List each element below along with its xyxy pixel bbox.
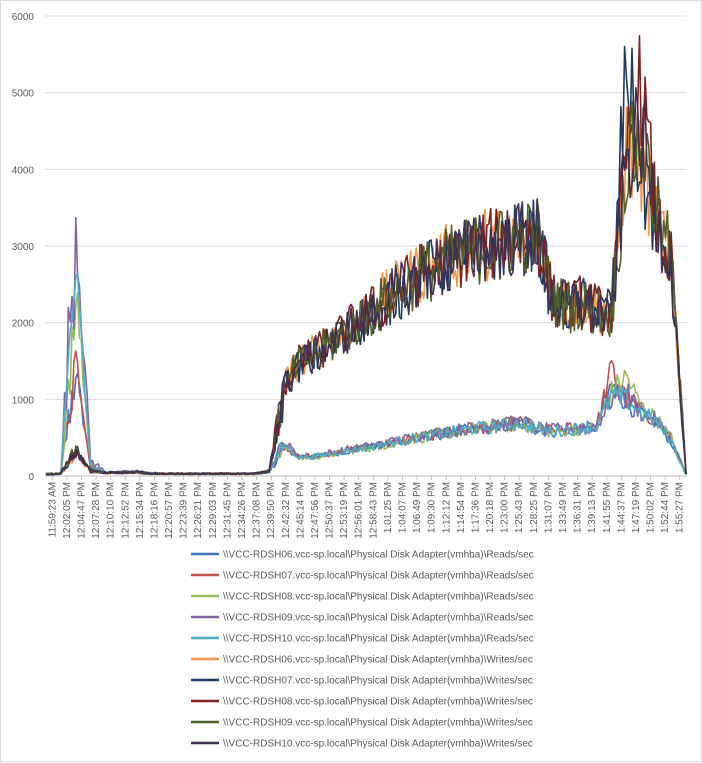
x-tick-label: 12:50:37 PM bbox=[325, 482, 336, 539]
x-tick-label: 12:23:39 PM bbox=[179, 482, 190, 539]
x-tick-label: 12:04:47 PM bbox=[76, 482, 87, 539]
series-line bbox=[45, 86, 687, 476]
x-tick-label: 12:26:21 PM bbox=[193, 482, 204, 539]
x-tick-label: 12:34:26 PM bbox=[237, 482, 248, 539]
x-tick-label: 12:37:08 PM bbox=[252, 482, 263, 539]
legend-label: \\VCC-RDSH07.vcc-sp.local\Physical Disk … bbox=[223, 676, 533, 687]
legend-label: \\VCC-RDSH10.vcc-sp.local\Physical Disk … bbox=[223, 739, 533, 750]
x-tick-label: 1:04:07 PM bbox=[397, 482, 408, 533]
legend-label: \\VCC-RDSH09.vcc-sp.local\Physical Disk … bbox=[223, 718, 533, 729]
y-tick-label: 4000 bbox=[12, 165, 35, 176]
x-tick-label: 1:36:31 PM bbox=[573, 482, 584, 533]
x-tick-label: 1:44:37 PM bbox=[616, 482, 627, 533]
x-tick-label: 1:52:44 PM bbox=[660, 482, 671, 533]
y-tick-label: 3000 bbox=[12, 242, 35, 253]
series-line bbox=[45, 372, 687, 476]
legend-label: \\VCC-RDSH08.vcc-sp.local\Physical Disk … bbox=[223, 697, 533, 708]
y-tick-label: 5000 bbox=[12, 89, 35, 100]
legend-label: \\VCC-RDSH06.vcc-sp.local\Physical Disk … bbox=[223, 550, 534, 561]
y-tick-label: 0 bbox=[28, 472, 34, 483]
x-tick-label: 12:20:57 PM bbox=[164, 482, 175, 539]
x-tick-label: 1:06:49 PM bbox=[412, 482, 423, 533]
x-tick-label: 1:41:55 PM bbox=[602, 482, 613, 533]
x-tick-label: 12:39:50 PM bbox=[266, 482, 277, 539]
y-tick-label: 1000 bbox=[12, 395, 35, 406]
x-tick-label: 1:50:02 PM bbox=[646, 482, 657, 533]
series-line bbox=[45, 350, 687, 476]
x-tick-label: 1:09:30 PM bbox=[427, 482, 438, 533]
x-tick-label: 1:17:36 PM bbox=[470, 482, 481, 533]
series-line bbox=[45, 45, 687, 476]
legend-label: \\VCC-RDSH09.vcc-sp.local\Physical Disk … bbox=[223, 613, 534, 624]
series-line bbox=[45, 216, 687, 476]
x-tick-label: 1:01:25 PM bbox=[383, 482, 394, 533]
legend-label: \\VCC-RDSH07.vcc-sp.local\Physical Disk … bbox=[223, 571, 534, 582]
x-tick-label: 12:02:05 PM bbox=[62, 482, 73, 539]
x-tick-label: 12:31:45 PM bbox=[222, 482, 233, 539]
legend-label: \\VCC-RDSH08.vcc-sp.local\Physical Disk … bbox=[223, 592, 534, 603]
legend-label: \\VCC-RDSH10.vcc-sp.local\Physical Disk … bbox=[223, 634, 534, 645]
legend-label: \\VCC-RDSH06.vcc-sp.local\Physical Disk … bbox=[223, 655, 533, 666]
x-tick-label: 1:23:00 PM bbox=[500, 482, 511, 533]
x-tick-label: 12:29:03 PM bbox=[208, 482, 219, 539]
x-tick-label: 12:15:34 PM bbox=[135, 482, 146, 539]
x-tick-label: 1:20:18 PM bbox=[485, 482, 496, 533]
x-tick-label: 1:12:12 PM bbox=[441, 482, 452, 533]
y-tick-label: 2000 bbox=[12, 319, 35, 330]
x-tick-label: 1:14:54 PM bbox=[456, 482, 467, 533]
x-tick-label: 12:47:56 PM bbox=[310, 482, 321, 539]
x-tick-label: 12:07:28 PM bbox=[91, 482, 102, 539]
x-tick-label: 1:47:19 PM bbox=[631, 482, 642, 533]
x-tick-label: 11:59:23 AM bbox=[47, 482, 58, 537]
x-tick-label: 12:58:43 PM bbox=[368, 482, 379, 539]
x-tick-label: 1:55:27 PM bbox=[675, 482, 686, 533]
x-tick-label: 12:12:52 PM bbox=[120, 482, 131, 539]
x-tick-label: 12:10:10 PM bbox=[106, 482, 117, 539]
x-tick-label: 1:31:07 PM bbox=[543, 482, 554, 533]
x-tick-label: 12:53:19 PM bbox=[339, 482, 350, 539]
x-tick-label: 1:39:13 PM bbox=[587, 482, 598, 533]
x-tick-label: 12:45:14 PM bbox=[295, 482, 306, 539]
x-tick-label: 1:28:25 PM bbox=[529, 482, 540, 533]
y-tick-label: 6000 bbox=[12, 12, 35, 23]
x-tick-label: 1:33:49 PM bbox=[558, 482, 569, 533]
x-tick-label: 12:42:32 PM bbox=[281, 482, 292, 539]
series-line bbox=[45, 34, 687, 476]
x-tick-label: 12:18:16 PM bbox=[149, 482, 160, 539]
x-tick-label: 1:25:43 PM bbox=[514, 482, 525, 533]
x-tick-label: 12:56:01 PM bbox=[354, 482, 365, 539]
